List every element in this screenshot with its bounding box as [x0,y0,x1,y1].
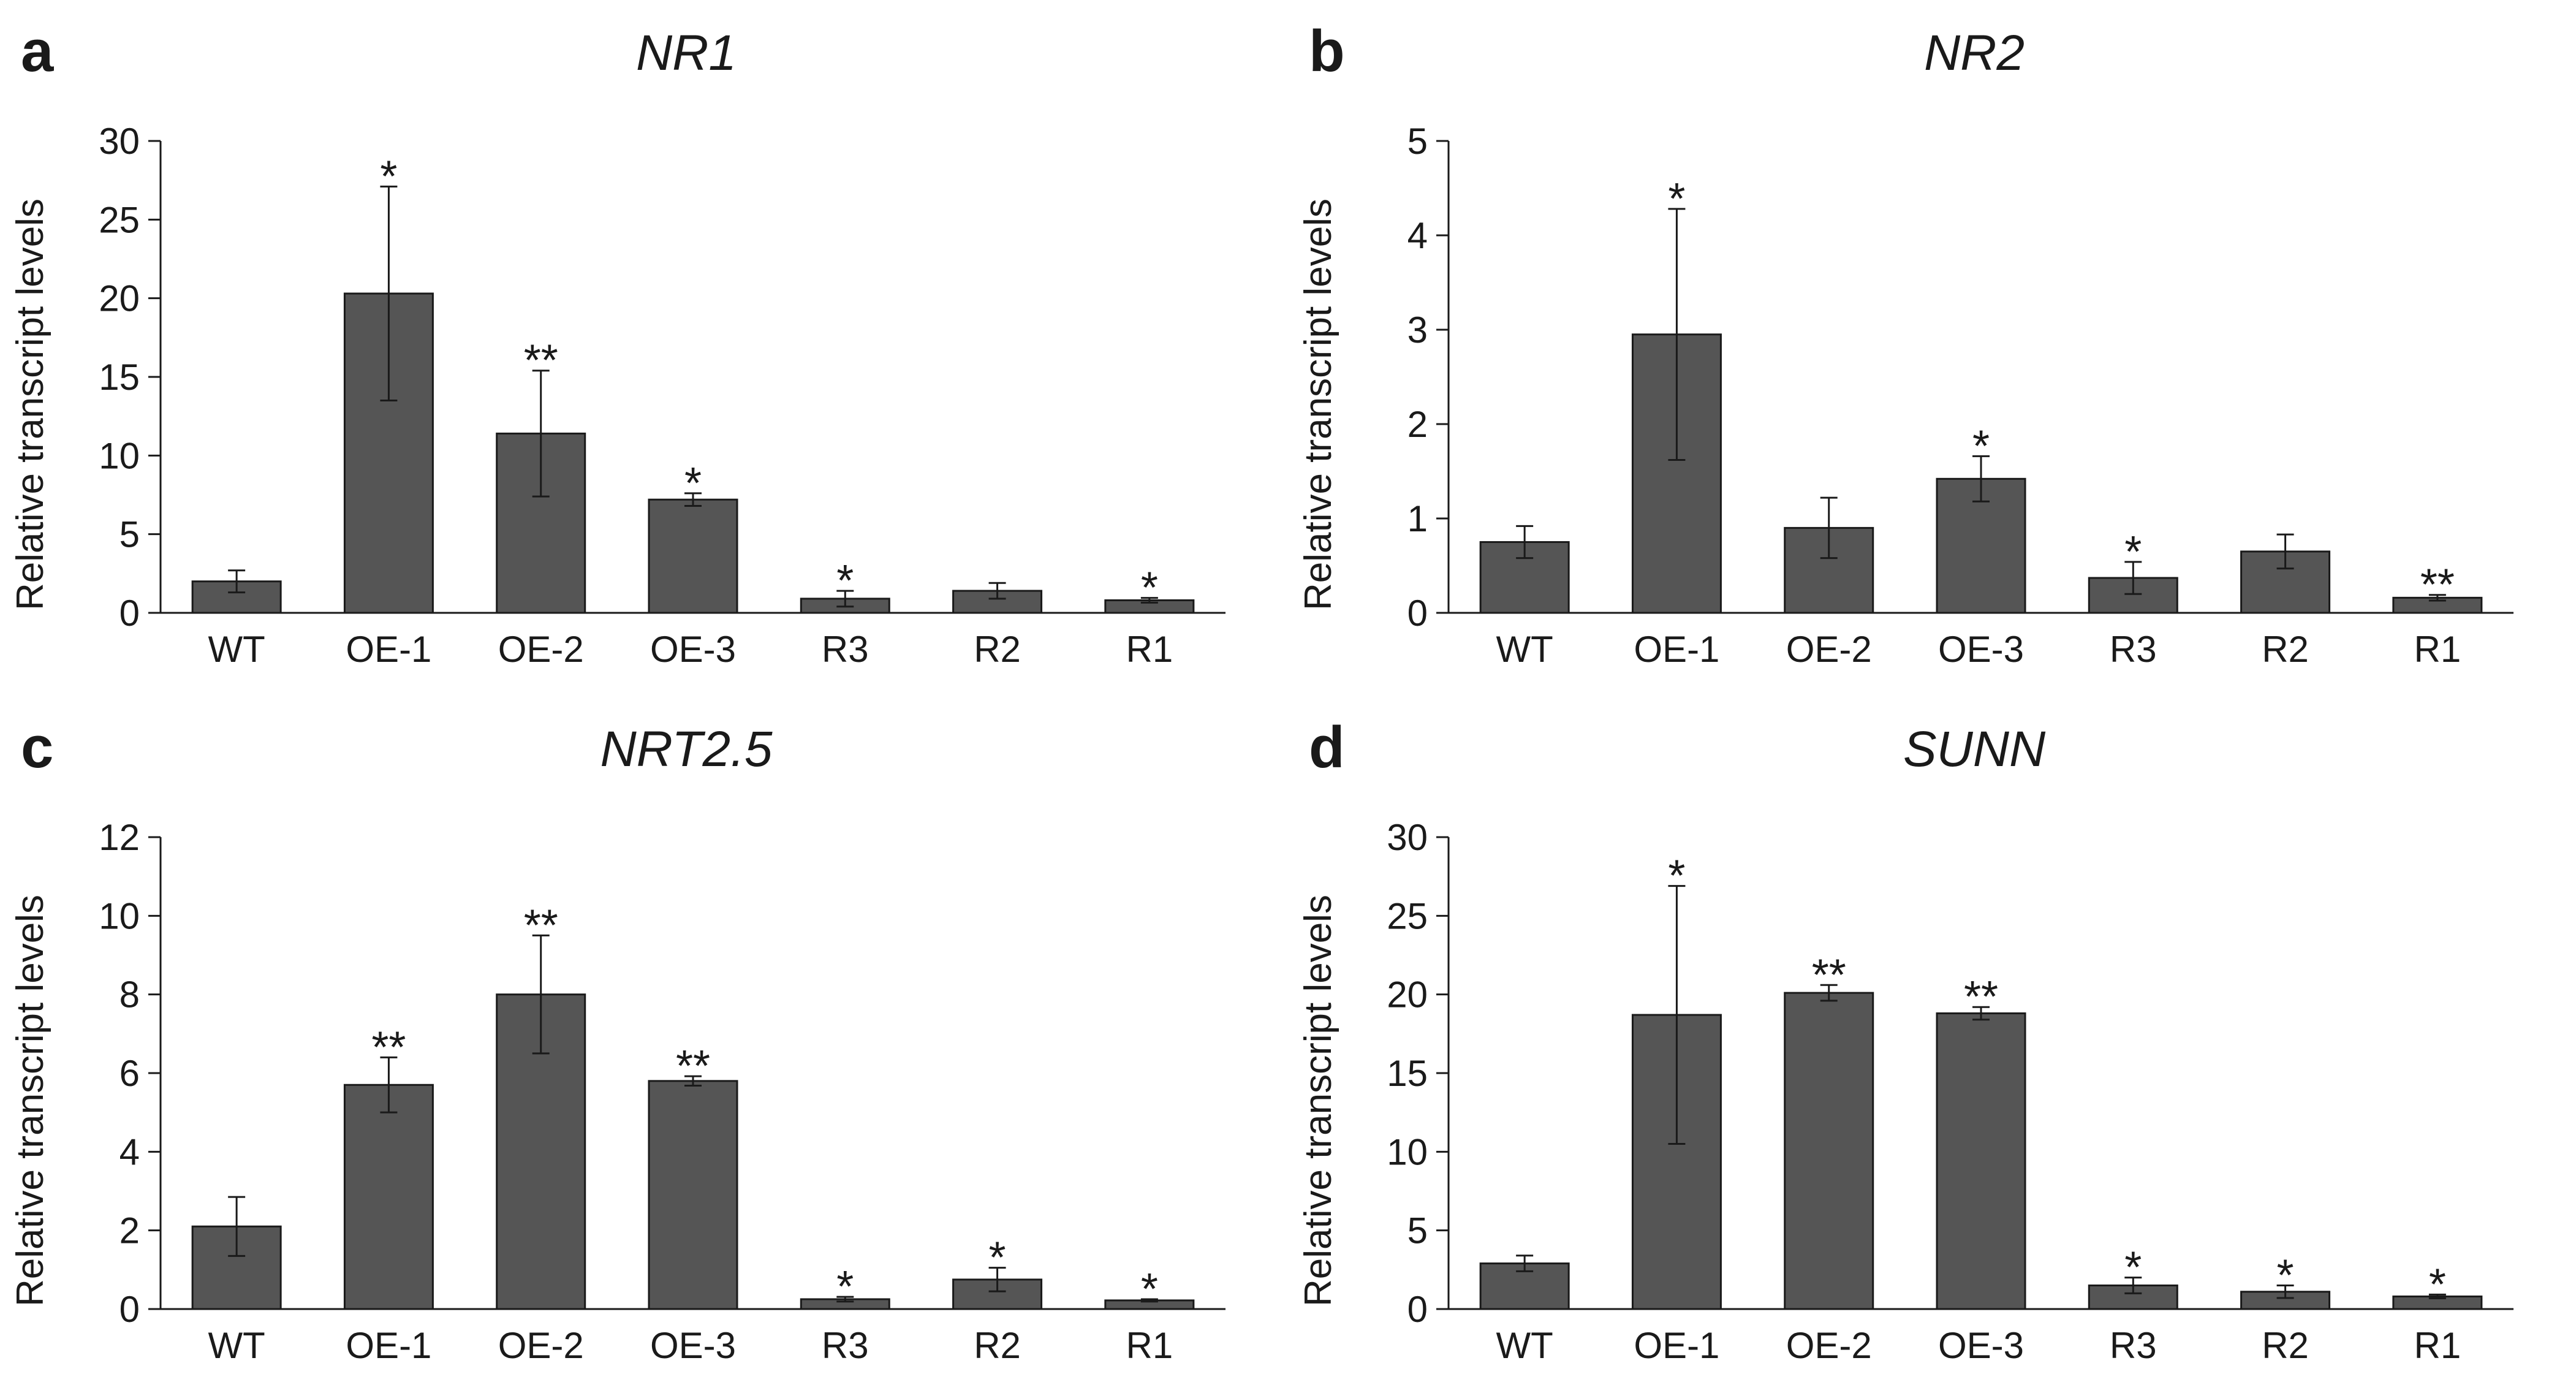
y-tick-label: 5 [119,514,140,555]
y-tick-label: 2 [1407,404,1428,445]
y-tick-label: 10 [1387,1131,1428,1172]
x-tick-label: R1 [2414,629,2461,670]
x-tick-label: OE-1 [346,1325,431,1366]
bar [1784,992,1874,1310]
significance-label: * [2277,1251,2294,1300]
significance-label: * [1668,175,1685,224]
y-tick-label: 25 [99,199,140,240]
x-tick-label: OE-1 [1634,629,1719,670]
significance-label: * [684,459,702,508]
y-tick-label: 0 [119,1289,140,1330]
panel-letter: d [1309,715,1345,780]
y-tick-label: 20 [1387,974,1428,1015]
y-tick-label: 8 [119,974,140,1015]
significance-label: ** [2420,561,2455,610]
y-tick-label: 25 [1387,895,1428,936]
panel-d: d SUNN Relative transcript levels 0 5 10 15… [1288,696,2576,1392]
significance-label: * [836,556,854,605]
y-tick-label: 20 [99,278,140,319]
x-tick-label: OE-3 [650,1325,736,1366]
chart-plot: 0 2 4 6 8 10 12 WT ** OE-1 ** OE-2 ** OE-3 * R3 * R2 * R1 [99,817,1225,1366]
x-tick-label: OE-3 [1938,629,2024,670]
y-tick-label: 1 [1407,498,1428,539]
significance-label: ** [1964,973,1998,1022]
chart-title: SUNN [1903,721,2046,777]
y-tick-label: 15 [99,357,140,398]
significance-label: * [989,1234,1006,1283]
y-tick-label: 4 [119,1131,140,1172]
chart-title: NRT2.5 [600,721,773,777]
panel-letter: a [21,18,54,84]
y-tick-label: 5 [1407,1210,1428,1251]
x-tick-label: R2 [974,629,1021,670]
y-tick-label: 15 [1387,1053,1428,1094]
chart-plot: 0 5 10 15 20 25 30 WT * OE-1 ** OE-2 ** OE-3 * R3 * R2 * R1 [1387,817,2513,1366]
x-tick-label: R2 [2262,1325,2309,1366]
chart-plot: 0 5 10 15 20 25 30 WT * OE-1 ** OE-2 * OE-3 * R3 R2 * R1 [99,121,1225,670]
x-tick-label: OE-2 [1786,629,1872,670]
bar [1936,1012,2026,1310]
x-tick-label: R1 [1126,629,1173,670]
panel-a: a NR1 Relative transcript levels 0 5 10 15 2… [0,0,1288,696]
significance-label: * [2124,1243,2142,1292]
significance-label: ** [1812,951,1846,1000]
x-tick-label: R2 [974,1325,1021,1366]
x-tick-label: WT [1496,1325,1553,1366]
x-tick-label: WT [208,1325,265,1366]
y-tick-label: 10 [99,895,140,936]
y-tick-label: 0 [1407,593,1428,634]
chart-plot: 0 1 2 3 4 5 WT * OE-1 OE-2 * OE-3 * R3 R2 ** R1 [1407,121,2513,670]
x-tick-label: OE-3 [650,629,736,670]
y-tick-label: 4 [1407,215,1428,256]
y-tick-label: 3 [1407,309,1428,351]
bar [343,1084,434,1310]
y-tick-label: 10 [99,435,140,476]
y-tick-label: 5 [1407,121,1428,162]
x-tick-label: OE-2 [498,1325,584,1366]
significance-label: * [836,1262,854,1311]
x-tick-label: OE-2 [1786,1325,1872,1366]
significance-label: ** [524,336,558,385]
y-tick-label: 2 [119,1210,140,1251]
y-tick-label: 0 [119,593,140,634]
significance-label: * [380,152,397,201]
y-tick-label: 6 [119,1053,140,1094]
significance-label: * [1141,1265,1158,1314]
significance-label: * [1668,852,1685,901]
significance-label: ** [676,1042,710,1091]
x-tick-label: OE-1 [346,629,431,670]
x-tick-label: OE-2 [498,629,584,670]
significance-label: ** [371,1023,406,1072]
chart-title: NR2 [1923,25,2025,81]
x-tick-label: R1 [2414,1325,2461,1366]
x-tick-label: R3 [2110,629,2157,670]
significance-label: * [1141,564,1158,613]
y-tick-label: 12 [99,817,140,858]
significance-label: * [2429,1260,2446,1309]
significance-label: * [2124,528,2142,577]
x-tick-label: WT [1496,629,1553,670]
bar [648,1080,738,1310]
x-tick-label: OE-3 [1938,1325,2024,1366]
y-tick-label: 30 [1387,817,1428,858]
bar [648,498,738,614]
x-tick-label: R3 [2110,1325,2157,1366]
y-tick-label: 0 [1407,1289,1428,1330]
x-tick-label: WT [208,629,265,670]
x-tick-label: R2 [2262,629,2309,670]
significance-label: * [1972,422,1990,471]
chart-title: NR1 [635,25,737,81]
panel-letter: b [1309,18,1345,84]
x-tick-label: R1 [1126,1325,1173,1366]
significance-label: ** [524,901,558,950]
x-tick-label: R3 [822,1325,869,1366]
panel-letter: c [21,715,54,780]
x-tick-label: OE-1 [1634,1325,1719,1366]
x-tick-label: R3 [822,629,869,670]
y-tick-label: 30 [99,121,140,162]
